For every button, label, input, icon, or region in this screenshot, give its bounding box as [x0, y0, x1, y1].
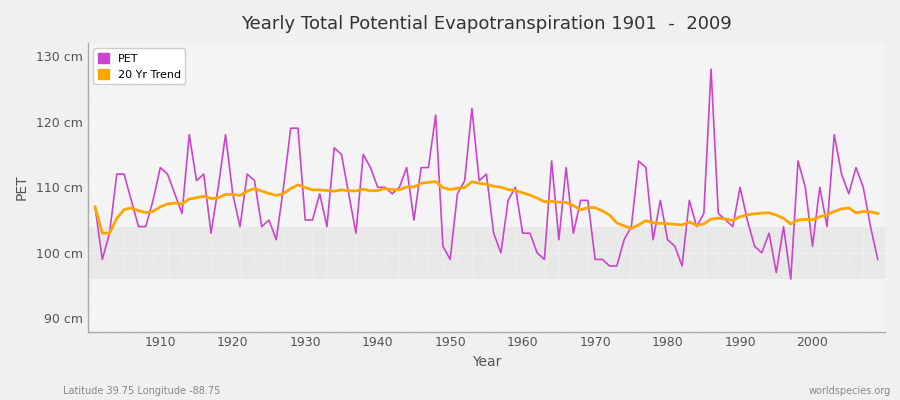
X-axis label: Year: Year	[472, 355, 501, 369]
Text: worldspecies.org: worldspecies.org	[809, 386, 891, 396]
Bar	[88, 227, 885, 279]
Title: Yearly Total Potential Evapotranspiration 1901  -  2009: Yearly Total Potential Evapotranspiratio…	[241, 15, 732, 33]
Y-axis label: PET: PET	[15, 174, 29, 200]
Text: Latitude 39.75 Longitude -88.75: Latitude 39.75 Longitude -88.75	[63, 386, 220, 396]
Legend: PET, 20 Yr Trend: PET, 20 Yr Trend	[94, 48, 185, 84]
